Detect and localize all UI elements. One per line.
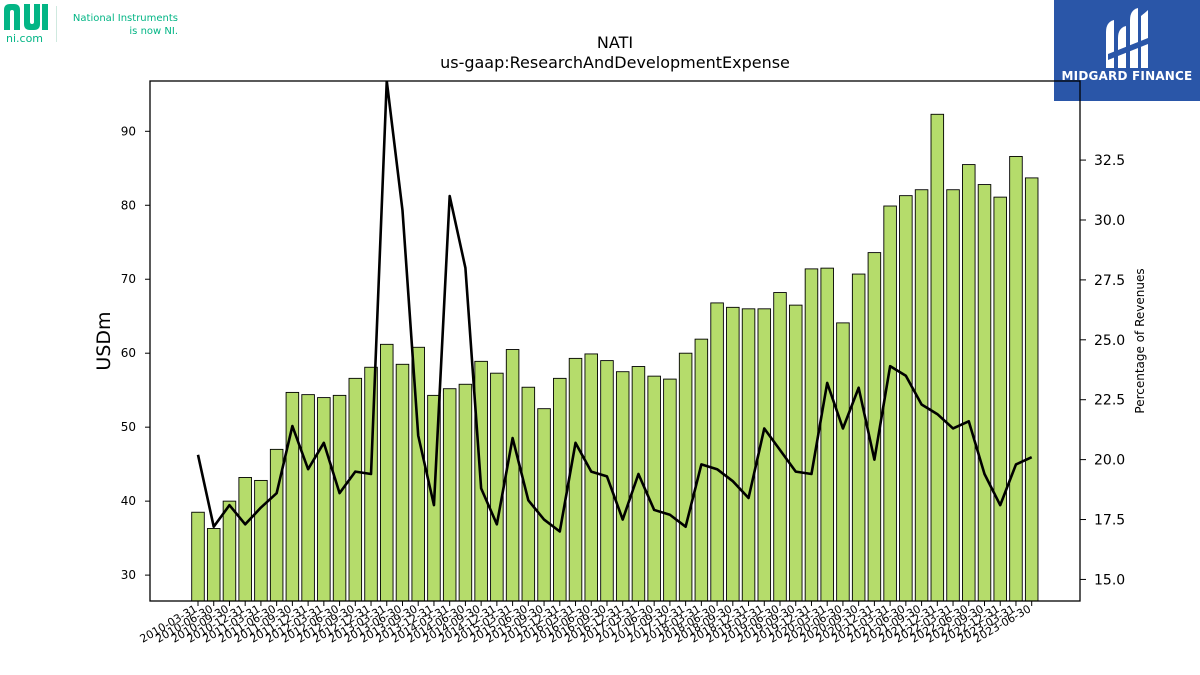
bar-2019-09-30 bbox=[788, 304, 803, 602]
y2-tick-label-1: 17.5 bbox=[1094, 513, 1125, 529]
y-tick-label-60: 60 bbox=[121, 346, 136, 360]
y-tick-label-50: 50 bbox=[121, 420, 136, 434]
bar-2019-06-30 bbox=[773, 292, 787, 602]
bar-2016-06-30 bbox=[584, 353, 599, 602]
bar-2020-06-30 bbox=[836, 322, 850, 602]
bar-2022-03-31 bbox=[946, 189, 960, 602]
y2-tick-label-0: 15.0 bbox=[1094, 572, 1125, 588]
midgard-finance-name: MIDGARD FINANCE bbox=[1061, 69, 1193, 83]
bar-2010-06-30 bbox=[206, 528, 221, 602]
bar-2014-06-30 bbox=[458, 383, 473, 602]
y2-axis-label: Percentage of Revenues bbox=[1133, 268, 1147, 413]
bar-2020-03-31 bbox=[820, 267, 834, 602]
y2-tick-label-2: 20.0 bbox=[1094, 453, 1125, 469]
bar-2011-09-30 bbox=[285, 391, 300, 602]
plot-frame bbox=[149, 80, 1081, 602]
bar-2010-12-31 bbox=[238, 477, 252, 602]
ni-logo-icon bbox=[4, 4, 48, 30]
bar-2011-03-31 bbox=[254, 479, 268, 602]
bar-2023-06-30 bbox=[1024, 177, 1039, 602]
y-tick-label-40: 40 bbox=[121, 494, 136, 508]
y-tick-label-90: 90 bbox=[121, 124, 136, 138]
bar-2020-09-30 bbox=[851, 273, 866, 602]
y2-tick-label-3: 22.5 bbox=[1094, 393, 1125, 409]
bar-2017-12-31 bbox=[678, 352, 693, 602]
y-axis-right: 15.0 17.5 20.0 22.5 25.0 27.5 30.0 32.5 bbox=[1080, 153, 1125, 588]
bar-2015-09-30 bbox=[537, 408, 551, 602]
bar-2014-03-31 bbox=[442, 388, 457, 602]
bar-2015-06-30 bbox=[521, 386, 536, 602]
y2-tick-label-7: 32.5 bbox=[1094, 153, 1125, 169]
bar-2012-06-30 bbox=[332, 394, 347, 602]
ni-tagline-line1: National Instruments bbox=[72, 13, 178, 24]
chart-subtitle: us-gaap:ResearchAndDevelopmentExpense bbox=[440, 53, 790, 72]
bar-2015-12-31 bbox=[553, 377, 567, 602]
y-axis-label: USDm bbox=[93, 311, 115, 370]
midgard-logo-icon bbox=[1106, 8, 1148, 68]
ni-domain-text: ni.com bbox=[6, 32, 44, 45]
bar-2014-12-31 bbox=[490, 372, 504, 602]
y2-tick-label-4: 25.0 bbox=[1094, 333, 1125, 349]
bar-2012-09-30 bbox=[348, 377, 363, 602]
bar-2021-06-30 bbox=[899, 195, 913, 602]
bar-2010-09-30 bbox=[222, 500, 237, 602]
pct-revenue-line bbox=[196, 81, 1033, 533]
y-tick-label-80: 80 bbox=[121, 198, 136, 212]
bar-2016-12-31 bbox=[615, 371, 630, 602]
bar-2018-03-31 bbox=[694, 338, 709, 602]
bar-2013-03-31 bbox=[380, 343, 394, 602]
bar-2011-12-31 bbox=[301, 394, 315, 602]
chart-title: NATI bbox=[597, 33, 633, 52]
bar-2022-09-30 bbox=[977, 184, 992, 602]
bar-2016-09-30 bbox=[600, 360, 614, 602]
bar-2021-03-31 bbox=[883, 205, 897, 602]
y-axis-left: 30 40 50 60 70 80 90 bbox=[121, 124, 150, 582]
bar-series bbox=[191, 113, 1039, 602]
bar-2018-06-30 bbox=[710, 302, 724, 602]
ni-logo-divider bbox=[56, 6, 57, 42]
bar-2015-03-31 bbox=[505, 349, 520, 602]
bar-2022-12-31 bbox=[993, 196, 1007, 602]
line-series bbox=[196, 81, 1033, 533]
bar-2018-12-31 bbox=[741, 308, 756, 602]
bar-2019-12-31 bbox=[804, 268, 819, 602]
ni-logo: ni.com National Instruments is now NI. bbox=[4, 4, 194, 45]
y2-tick-label-6: 30.0 bbox=[1094, 213, 1125, 229]
midgard-finance-logo: MIDGARD FINANCE bbox=[1054, 0, 1200, 101]
bar-2010-03-31 bbox=[191, 511, 205, 602]
ni-tagline-line2: is now NI. bbox=[129, 26, 178, 37]
bar-2013-06-30 bbox=[395, 363, 410, 602]
bar-2023-03-31 bbox=[1009, 155, 1023, 602]
x-axis: 2010-03-312010-06-302010-09-302010-12-31… bbox=[138, 601, 1033, 646]
bar-2019-03-31 bbox=[757, 308, 772, 602]
bar-2022-06-30 bbox=[962, 164, 976, 602]
y-tick-label-30: 30 bbox=[121, 568, 136, 582]
bar-2021-12-31 bbox=[930, 113, 945, 602]
bar-2012-12-31 bbox=[364, 366, 378, 602]
y-tick-label-70: 70 bbox=[121, 272, 136, 286]
y2-tick-label-5: 27.5 bbox=[1094, 273, 1125, 289]
bar-2017-09-30 bbox=[663, 378, 677, 602]
ni-tagline: National Instruments is now NI. bbox=[66, 12, 178, 38]
bar-2016-03-31 bbox=[568, 357, 583, 602]
bar-2012-03-31 bbox=[317, 397, 331, 602]
bar-2018-09-30 bbox=[726, 306, 740, 602]
bar-2017-06-30 bbox=[647, 375, 661, 602]
